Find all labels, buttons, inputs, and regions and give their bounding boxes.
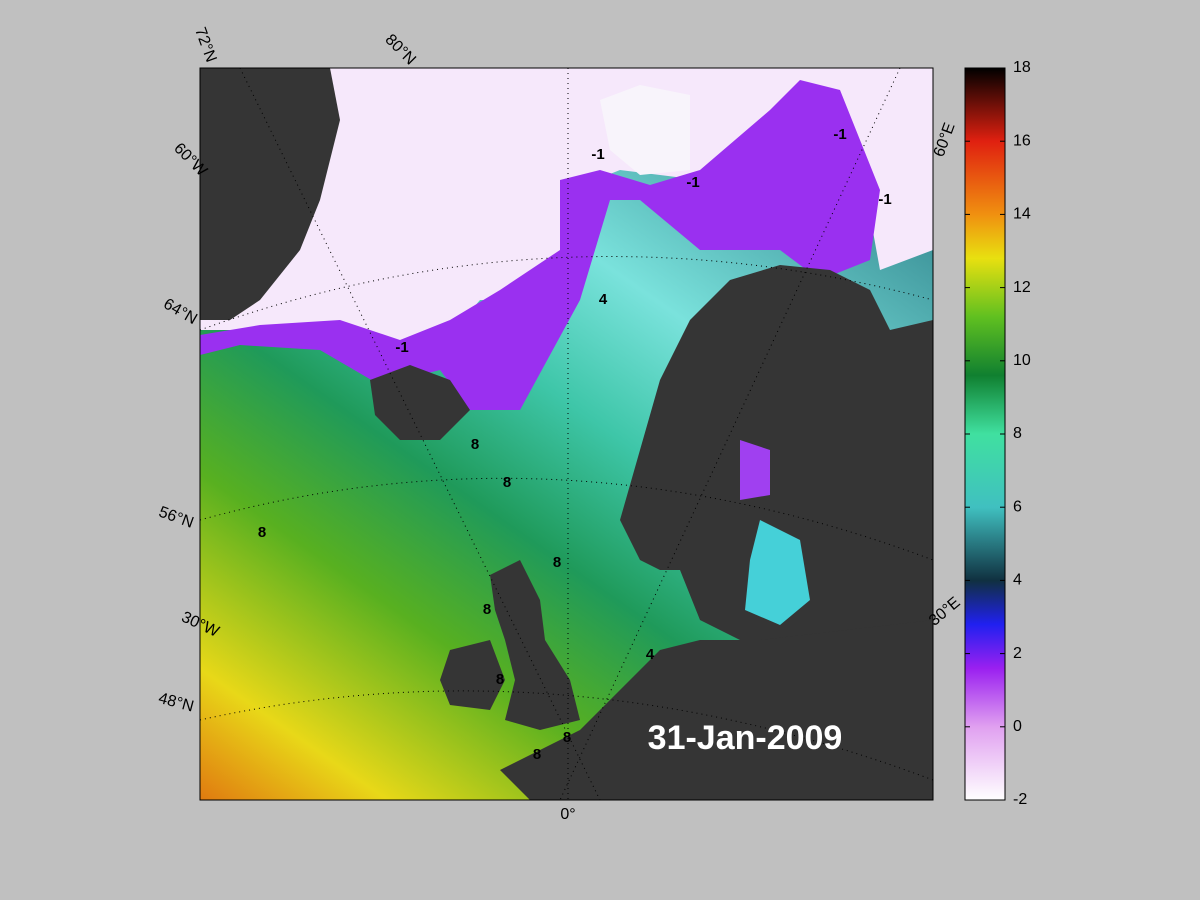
colorbar (964, 67, 1006, 801)
europe (500, 620, 933, 800)
contour-label: -1 (878, 191, 891, 208)
colorbar-tick-label: 10 (1013, 352, 1031, 369)
colorbar-tick-label: 2 (1013, 645, 1022, 662)
contour-label: -1 (686, 174, 699, 191)
colorbar-tick-label: 6 (1013, 498, 1022, 515)
contour-label: 8 (533, 746, 541, 763)
colorbar-tick-label: 0 (1013, 718, 1022, 735)
svalbard (600, 85, 690, 175)
contour-label: 4 (599, 291, 608, 308)
contour-label: 4 (646, 646, 655, 663)
colorbar-tick-label: 12 (1013, 279, 1031, 296)
grid-label: 0° (560, 806, 575, 823)
grid-label: 64°N (160, 295, 199, 328)
contour-label: 8 (503, 474, 511, 491)
colorbar-tick-label: 16 (1013, 132, 1031, 149)
contour-label: -1 (395, 339, 408, 356)
colorbar-tick-label: 4 (1013, 572, 1022, 589)
contour-label: 8 (258, 524, 266, 541)
colorbar-tick-label: -2 (1013, 791, 1027, 808)
grid-label: 48°N (157, 690, 196, 716)
date-label: 31-Jan-2009 (648, 719, 843, 757)
colorbar-tick-label: 14 (1013, 206, 1031, 223)
grid-label: 60°E (931, 121, 959, 160)
graticule (200, 68, 933, 800)
map-frame (199, 67, 934, 801)
grid-label: 56°N (156, 504, 195, 532)
ireland (440, 640, 505, 710)
britain (490, 560, 580, 730)
baltic (745, 520, 810, 625)
iceland (370, 365, 470, 440)
colorbar-tick-label: 18 (1013, 59, 1031, 76)
grid-label: 80°N (382, 31, 419, 68)
map-area (200, 68, 933, 800)
contour-label: 8 (483, 601, 491, 618)
contour-label: 8 (496, 671, 504, 688)
contour-label: -1 (591, 146, 604, 163)
contour-label: 8 (553, 554, 561, 571)
grid-label: 72°N (191, 25, 219, 64)
bothnia (740, 440, 770, 500)
colorbar-tick-label: 8 (1013, 425, 1022, 442)
contour-label: 8 (471, 436, 479, 453)
contour-label: 8 (563, 729, 571, 746)
greenland (200, 68, 340, 320)
cold-water (200, 80, 880, 410)
contour-label: -1 (833, 126, 846, 143)
